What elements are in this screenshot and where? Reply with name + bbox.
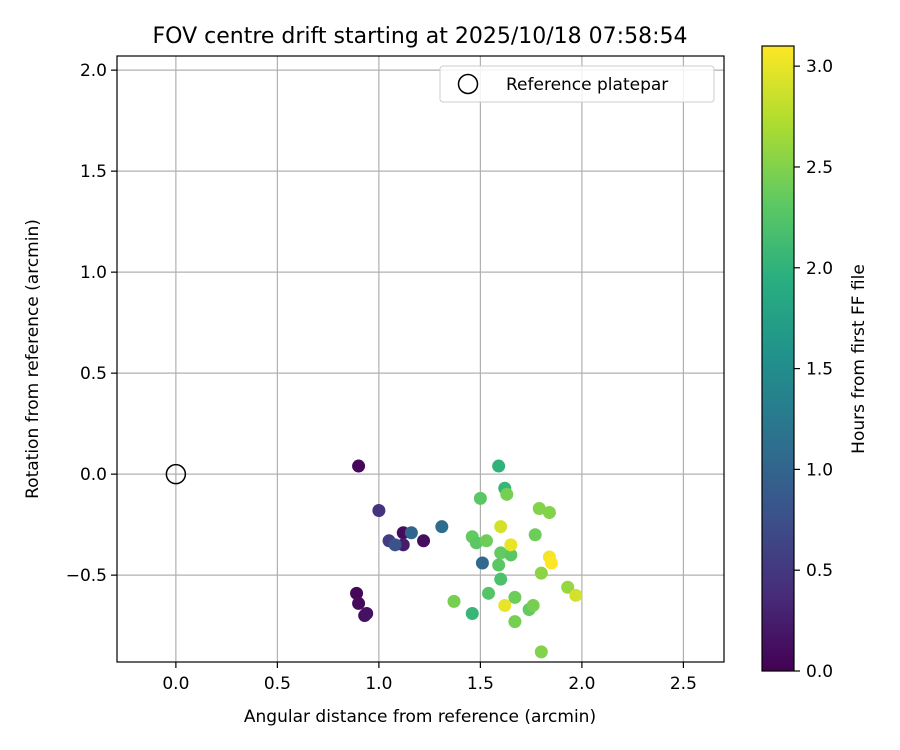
colorbar-ticks: 0.0 0.5 1.0 1.5 2.0 2.5 3.0 — [794, 57, 833, 682]
y-tick-label: 2.0 — [80, 61, 107, 81]
data-point — [561, 580, 575, 594]
y-tick-label: 0.5 — [80, 364, 107, 384]
data-point — [475, 556, 489, 570]
legend: Reference platepar — [439, 65, 715, 103]
colorbar-tick-label: 1.5 — [806, 360, 833, 380]
data-point — [494, 546, 508, 560]
data-point — [417, 534, 431, 548]
data-points — [350, 459, 583, 659]
data-point — [494, 572, 508, 586]
data-point — [508, 590, 522, 604]
legend-marker — [457, 73, 479, 95]
colorbar-label: Hours from first FF file — [849, 264, 869, 454]
colorbar-tick-label: 0.5 — [806, 561, 833, 581]
data-point — [352, 596, 366, 610]
colorbar-tick-label: 3.0 — [806, 57, 833, 77]
data-point — [508, 615, 522, 629]
colorbar-gradient — [762, 46, 794, 671]
data-point — [482, 586, 496, 600]
y-axis-ticks: −0.5 0.0 0.5 1.0 1.5 2.0 — [66, 61, 117, 586]
data-point — [534, 566, 548, 580]
chart-title: FOV centre drift starting at 2025/10/18 … — [153, 24, 688, 49]
colorbar-tick-label: 0.0 — [806, 662, 833, 682]
legend-label: Reference platepar — [506, 75, 668, 95]
data-point — [498, 598, 512, 612]
data-point — [504, 548, 518, 562]
data-point — [504, 538, 518, 552]
colorbar-frame — [761, 45, 795, 672]
x-tick-label: 0.0 — [162, 674, 189, 694]
x-tick-label: 1.5 — [467, 674, 494, 694]
data-point — [542, 506, 556, 520]
y-axis-label: Rotation from reference (arcmin) — [23, 219, 43, 499]
data-point — [465, 607, 479, 621]
y-tick-label: 0.0 — [80, 465, 107, 485]
plot-frame — [116, 55, 725, 663]
colorbar: 0.0 0.5 1.0 1.5 2.0 2.5 3.0 Hours from first F… — [761, 45, 869, 682]
data-point — [569, 588, 583, 602]
data-point — [360, 607, 374, 621]
data-point — [544, 556, 558, 570]
data-point — [532, 501, 546, 515]
data-point — [526, 598, 540, 612]
data-point — [534, 645, 548, 659]
data-point — [492, 459, 506, 473]
colorbar-tick-label: 2.5 — [806, 158, 833, 178]
data-point — [528, 528, 542, 542]
data-point — [388, 538, 402, 552]
data-point — [479, 534, 493, 548]
data-point — [447, 594, 461, 608]
data-point — [492, 558, 506, 572]
colorbar-tick-label: 2.0 — [806, 259, 833, 279]
data-point — [372, 504, 386, 517]
data-point — [469, 536, 483, 550]
x-axis-label: Angular distance from reference (arcmin) — [244, 707, 596, 727]
colorbar-tick-label: 1.0 — [806, 460, 833, 480]
data-point — [350, 586, 364, 600]
data-point — [473, 491, 487, 505]
x-tick-label: 1.0 — [365, 674, 392, 694]
reference-platepar-marker — [165, 463, 187, 485]
x-tick-label: 2.5 — [670, 674, 697, 694]
legend-box — [439, 65, 715, 103]
y-tick-label: 1.5 — [80, 162, 107, 182]
x-tick-label: 2.0 — [568, 674, 595, 694]
x-tick-label: 0.5 — [264, 674, 291, 694]
data-point — [352, 459, 366, 473]
data-point — [435, 520, 449, 534]
data-point — [500, 487, 514, 501]
y-tick-label: −0.5 — [66, 566, 107, 586]
y-tick-label: 1.0 — [80, 263, 107, 283]
grid-lines — [117, 56, 724, 662]
x-axis-ticks: 0.0 0.5 1.0 1.5 2.0 2.5 — [162, 662, 697, 694]
data-point — [404, 526, 418, 540]
data-point — [494, 520, 508, 534]
